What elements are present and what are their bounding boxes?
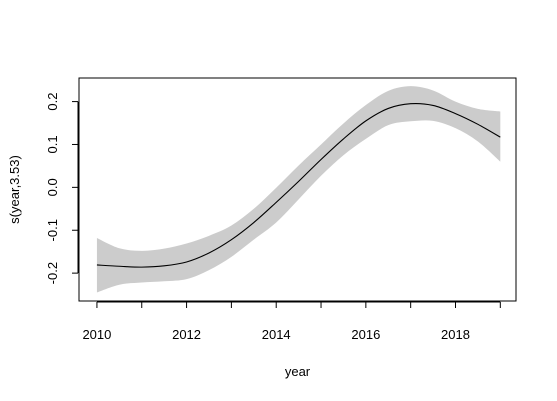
y-tick-label: 0.0 <box>45 178 60 196</box>
y-tick-label: -0.1 <box>45 219 60 241</box>
x-tick-label: 2012 <box>172 327 201 342</box>
x-axis: 2010 2012 2014 2016 2018 <box>82 301 501 342</box>
plot-frame <box>78 77 517 302</box>
smooth-fit-line <box>96 103 501 268</box>
y-tick-label: 0.2 <box>45 93 60 111</box>
plot-content <box>96 86 501 293</box>
y-axis: -0.2 -0.1 0.0 0.1 0.2 <box>45 93 79 284</box>
y-axis-label: s(year,3.53) <box>7 155 22 224</box>
x-axis-label: year <box>285 364 311 379</box>
y-tick-label: -0.2 <box>45 262 60 284</box>
x-tick-label: 2016 <box>351 327 380 342</box>
x-tick-label: 2018 <box>441 327 470 342</box>
y-tick-label: 0.1 <box>45 135 60 153</box>
confidence-band <box>96 86 501 293</box>
x-tick-label: 2010 <box>82 327 111 342</box>
x-tick-label: 2014 <box>262 327 291 342</box>
